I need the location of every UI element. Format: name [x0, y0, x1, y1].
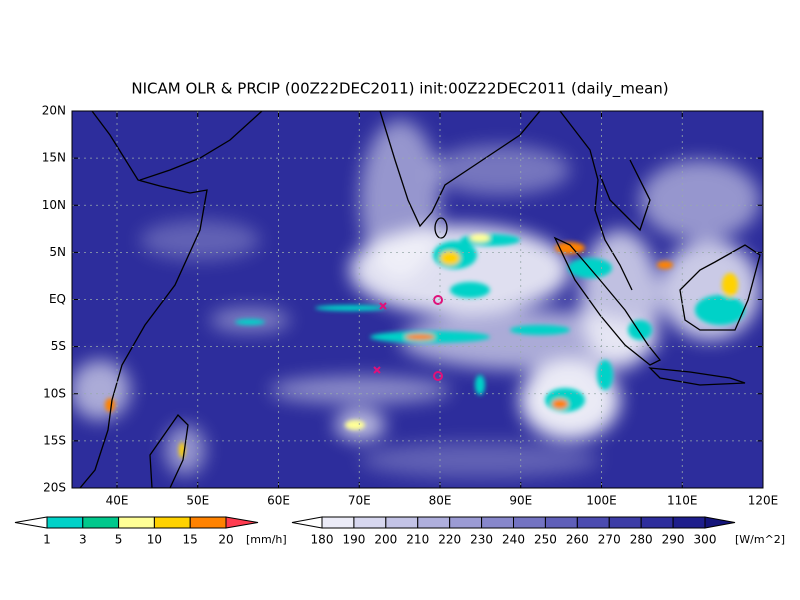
colorbar-label: 1 [43, 533, 51, 547]
colorbar-box [576, 516, 610, 529]
colorbar-label: 280 [630, 533, 653, 547]
lat-label: 20S [43, 481, 66, 495]
lon-label: 40E [106, 494, 129, 508]
colorbar-box [82, 516, 120, 529]
colorbar-box [189, 516, 227, 529]
colorbar-label: 190 [342, 533, 365, 547]
map-title: NICAM OLR & PRCIP (00Z22DEC2011) init:00… [131, 80, 668, 99]
lat-label: 5S [51, 339, 66, 353]
colorbar-box [544, 516, 578, 529]
lon-label: 50E [186, 494, 209, 508]
colorbar-label: 290 [662, 533, 685, 547]
colorbar-box [449, 516, 483, 529]
markers [373, 295, 443, 381]
graticule: 20N 15N 10N 5N EQ 5S 10S 15S 20S 40E 50E 60E 70E 80E 9… [42, 104, 779, 508]
lon-label: 60E [267, 494, 290, 508]
colorbar-label: 200 [374, 533, 397, 547]
lon-label: 120E [748, 494, 779, 508]
colorbar-box [608, 516, 642, 529]
colorbar-label: 20 [218, 533, 233, 547]
colorbar-label: 270 [598, 533, 621, 547]
colorbar-label: 260 [566, 533, 589, 547]
colorbar-label: 10 [147, 533, 162, 547]
colorbar-label: 300 [694, 533, 717, 547]
colorbars: 1 3 5 10 15 20 [mm/h] 180 190 200 210 220 230 240 250 2… [14, 516, 785, 547]
colorbar-box [481, 516, 515, 529]
colorbar-label: 5 [115, 533, 123, 547]
colorbar-label: 230 [470, 533, 493, 547]
lat-label: 15N [42, 151, 66, 165]
colorbar-box [353, 516, 387, 529]
colorbar-box [153, 516, 191, 529]
colorbar-unit: [W/m^2] [735, 533, 785, 546]
colorbar-box [321, 516, 355, 529]
colorbar-box [385, 516, 419, 529]
colorbar-triangle [291, 516, 323, 529]
lon-label: 100E [586, 494, 617, 508]
colorbar-label: 210 [406, 533, 429, 547]
map-frame [71, 110, 764, 489]
lat-label: 10N [42, 198, 66, 212]
lat-label: 5N [49, 245, 66, 259]
colorbar-triangle [14, 516, 48, 529]
lon-label: 80E [429, 494, 452, 508]
lat-label: EQ [49, 292, 66, 306]
lon-label: 110E [667, 494, 698, 508]
colorbar-box [46, 516, 84, 529]
coastline [79, 111, 761, 488]
colorbar-triangle [225, 516, 259, 529]
colorbar-box [417, 516, 451, 529]
lat-label: 15S [43, 433, 66, 447]
colorbar-label: 220 [438, 533, 461, 547]
colorbar-box [672, 516, 706, 529]
colorbar-box [640, 516, 674, 529]
colorbar-label: 250 [534, 533, 557, 547]
map-field [72, 111, 763, 488]
lat-label: 20N [42, 104, 66, 118]
colorbar-unit: [mm/h] [246, 533, 287, 546]
lon-label: 90E [509, 494, 532, 508]
colorbar-triangle [704, 516, 736, 529]
colorbar-box [118, 516, 155, 529]
colorbar-box [513, 516, 546, 529]
lat-label: 10S [43, 386, 66, 400]
colorbar-label: 240 [502, 533, 525, 547]
lon-label: 70E [348, 494, 371, 508]
colorbar-label: 180 [311, 533, 334, 547]
colorbar-label: 3 [79, 533, 87, 547]
colorbar-label: 15 [183, 533, 198, 547]
